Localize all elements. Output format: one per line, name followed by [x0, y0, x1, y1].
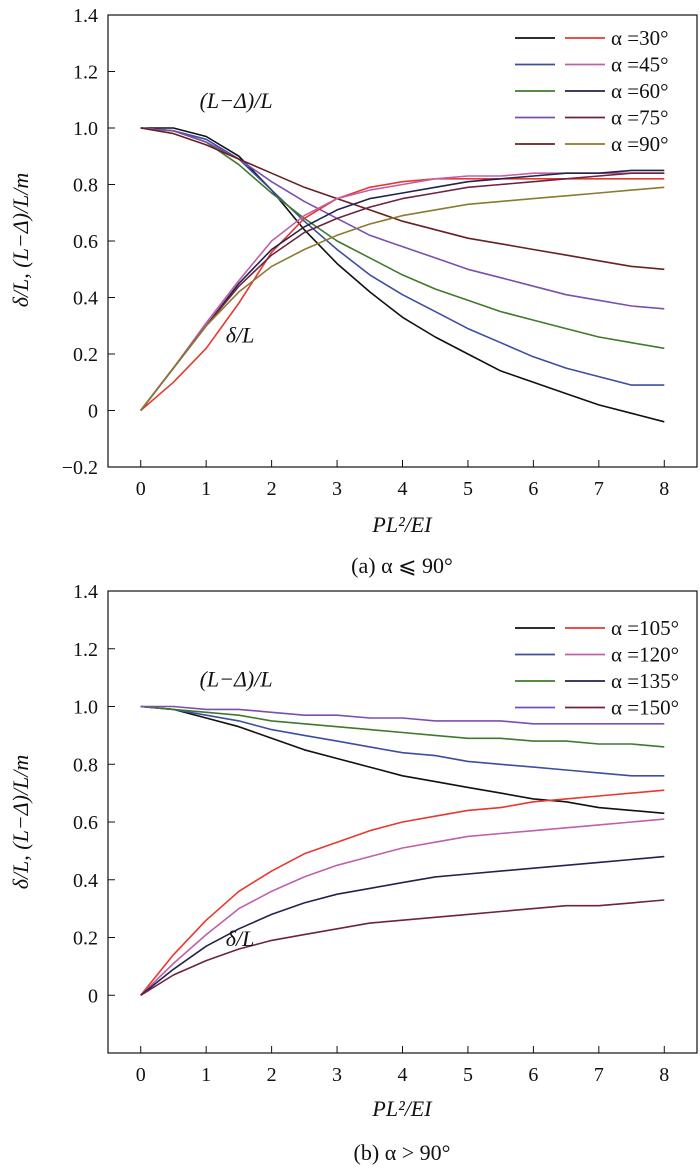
series-line-b-0: [140, 705, 665, 815]
x-tick-label: 7: [594, 478, 604, 500]
x-tick-label: 6: [528, 478, 538, 500]
y-tick-label: 1.4: [73, 5, 98, 27]
x-ticks-a: 0 1 2 3 4 5 6 7 8: [136, 460, 669, 500]
x-tick-label: 4: [398, 478, 408, 500]
y-tick-label: 0: [88, 985, 98, 1007]
y-tick-label: 0.8: [73, 754, 98, 776]
x-tick-label: 3: [332, 478, 342, 500]
y-tick-label: 1.4: [73, 581, 98, 603]
caption-a: (a) α ⩽ 90°: [351, 553, 453, 578]
legend-a: α =30° α =45°α =60° α =75°α =90°: [515, 26, 669, 156]
x-tick-label: 3: [332, 1064, 342, 1086]
series-line-a-3: [140, 127, 665, 310]
series-line-b-7: [140, 899, 665, 996]
series-line-a-4: [140, 127, 665, 271]
y-tick-label: 0.6: [73, 231, 98, 253]
legend-label: α =30°: [611, 26, 669, 50]
annotation-a-1: δ/L: [226, 323, 255, 348]
y-ticks-a: −0.2 0 0.2 0.4 0.6 0.8 1.0 1.2 1.4: [62, 5, 115, 479]
x-tick-label: 8: [659, 478, 669, 500]
y-ticks-b: 0 0.2 0.4 0.6 0.8 1.0 1.2 1.4: [73, 581, 115, 1007]
x-tick-label: 0: [136, 478, 146, 500]
plot-frame-a: [107, 14, 698, 468]
legend-label: α =135°: [611, 669, 679, 693]
y-tick-label: 1.2: [73, 62, 98, 84]
chart-panel-b: 0 1 2 3 4 5 6 7 8 0 0.2 0.4 0.6 0.8 1.0 1.2 1.4 (L−Δ)/L…: [8, 581, 698, 1165]
x-tick-label: 2: [267, 478, 277, 500]
series-line-a-8: [140, 172, 665, 411]
x-tick-label: 4: [398, 1064, 408, 1086]
x-axis-title-a: PL²/EI: [371, 512, 433, 537]
series-group-a: [140, 127, 665, 423]
y-tick-label: −0.2: [62, 457, 98, 479]
y-tick-label: 0: [88, 401, 98, 423]
series-line-b-6: [140, 855, 665, 996]
series-line-a-1: [140, 127, 665, 386]
x-tick-label: 2: [267, 1064, 277, 1086]
y-tick-label: 0.6: [73, 812, 98, 834]
series-line-a-7: [140, 169, 665, 411]
legend-label: α =120°: [611, 643, 679, 667]
x-tick-label: 1: [201, 478, 211, 500]
series-group-b: [140, 705, 665, 996]
legend-label: α =75°: [611, 106, 669, 130]
series-line-b-3: [140, 705, 665, 725]
y-tick-label: 1.0: [73, 697, 98, 719]
x-tick-label: 8: [659, 1064, 669, 1086]
y-tick-label: 0.2: [73, 928, 98, 950]
x-tick-label: 6: [528, 1064, 538, 1086]
x-tick-label: 0: [136, 1064, 146, 1086]
y-tick-label: 1.2: [73, 639, 98, 661]
legend-label: α =150°: [611, 696, 679, 720]
series-line-b-5: [140, 818, 665, 996]
x-tick-label: 5: [463, 478, 473, 500]
annotation-b-0: (L−Δ)/L: [200, 666, 273, 691]
chart-panel-a: 0 1 2 3 4 5 6 7 8 −0.2 0 0.2 0.4 0.6 0.8 1.0 1.2 1.4 (L−…: [8, 5, 698, 578]
legend-label: α =105°: [611, 616, 679, 640]
x-axis-title-b: PL²/EI: [371, 1096, 433, 1121]
annotations-a: (L−Δ)/L δ/L: [200, 88, 273, 347]
series-line-b-4: [140, 789, 665, 996]
series-line-b-1: [140, 705, 665, 777]
series-line-a-2: [140, 127, 665, 350]
x-tick-label: 1: [201, 1064, 211, 1086]
series-line-a-9: [140, 186, 665, 411]
y-axis-title-b: δ/L, (L−Δ)/L/m: [8, 755, 33, 890]
annotations-b: (L−Δ)/L δ/L: [200, 666, 273, 951]
x-tick-label: 5: [463, 1064, 473, 1086]
caption-b: (b) α > 90°: [354, 1140, 451, 1165]
series-line-b-2: [140, 705, 665, 748]
y-tick-label: 0.2: [73, 344, 98, 366]
series-line-a-6: [140, 172, 665, 411]
annotation-b-1: δ/L: [226, 926, 255, 951]
y-tick-label: 0.4: [73, 870, 98, 892]
series-line-a-0: [140, 127, 665, 423]
legend-label: α =60°: [611, 79, 669, 103]
annotation-a-0: (L−Δ)/L: [200, 88, 273, 113]
series-line-a-5: [140, 178, 665, 412]
legend-label: α =45°: [611, 53, 669, 77]
y-tick-label: 0.8: [73, 175, 98, 197]
y-tick-label: 1.0: [73, 118, 98, 140]
legend-label: α =90°: [611, 132, 669, 156]
x-tick-label: 7: [594, 1064, 604, 1086]
y-tick-label: 0.4: [73, 288, 98, 310]
x-ticks-b: 0 1 2 3 4 5 6 7 8: [136, 1046, 669, 1086]
legend-b: α =105° α =120°α =135° α =150°: [515, 616, 679, 720]
y-axis-title-a: δ/L, (L−Δ)/L/m: [8, 173, 33, 308]
